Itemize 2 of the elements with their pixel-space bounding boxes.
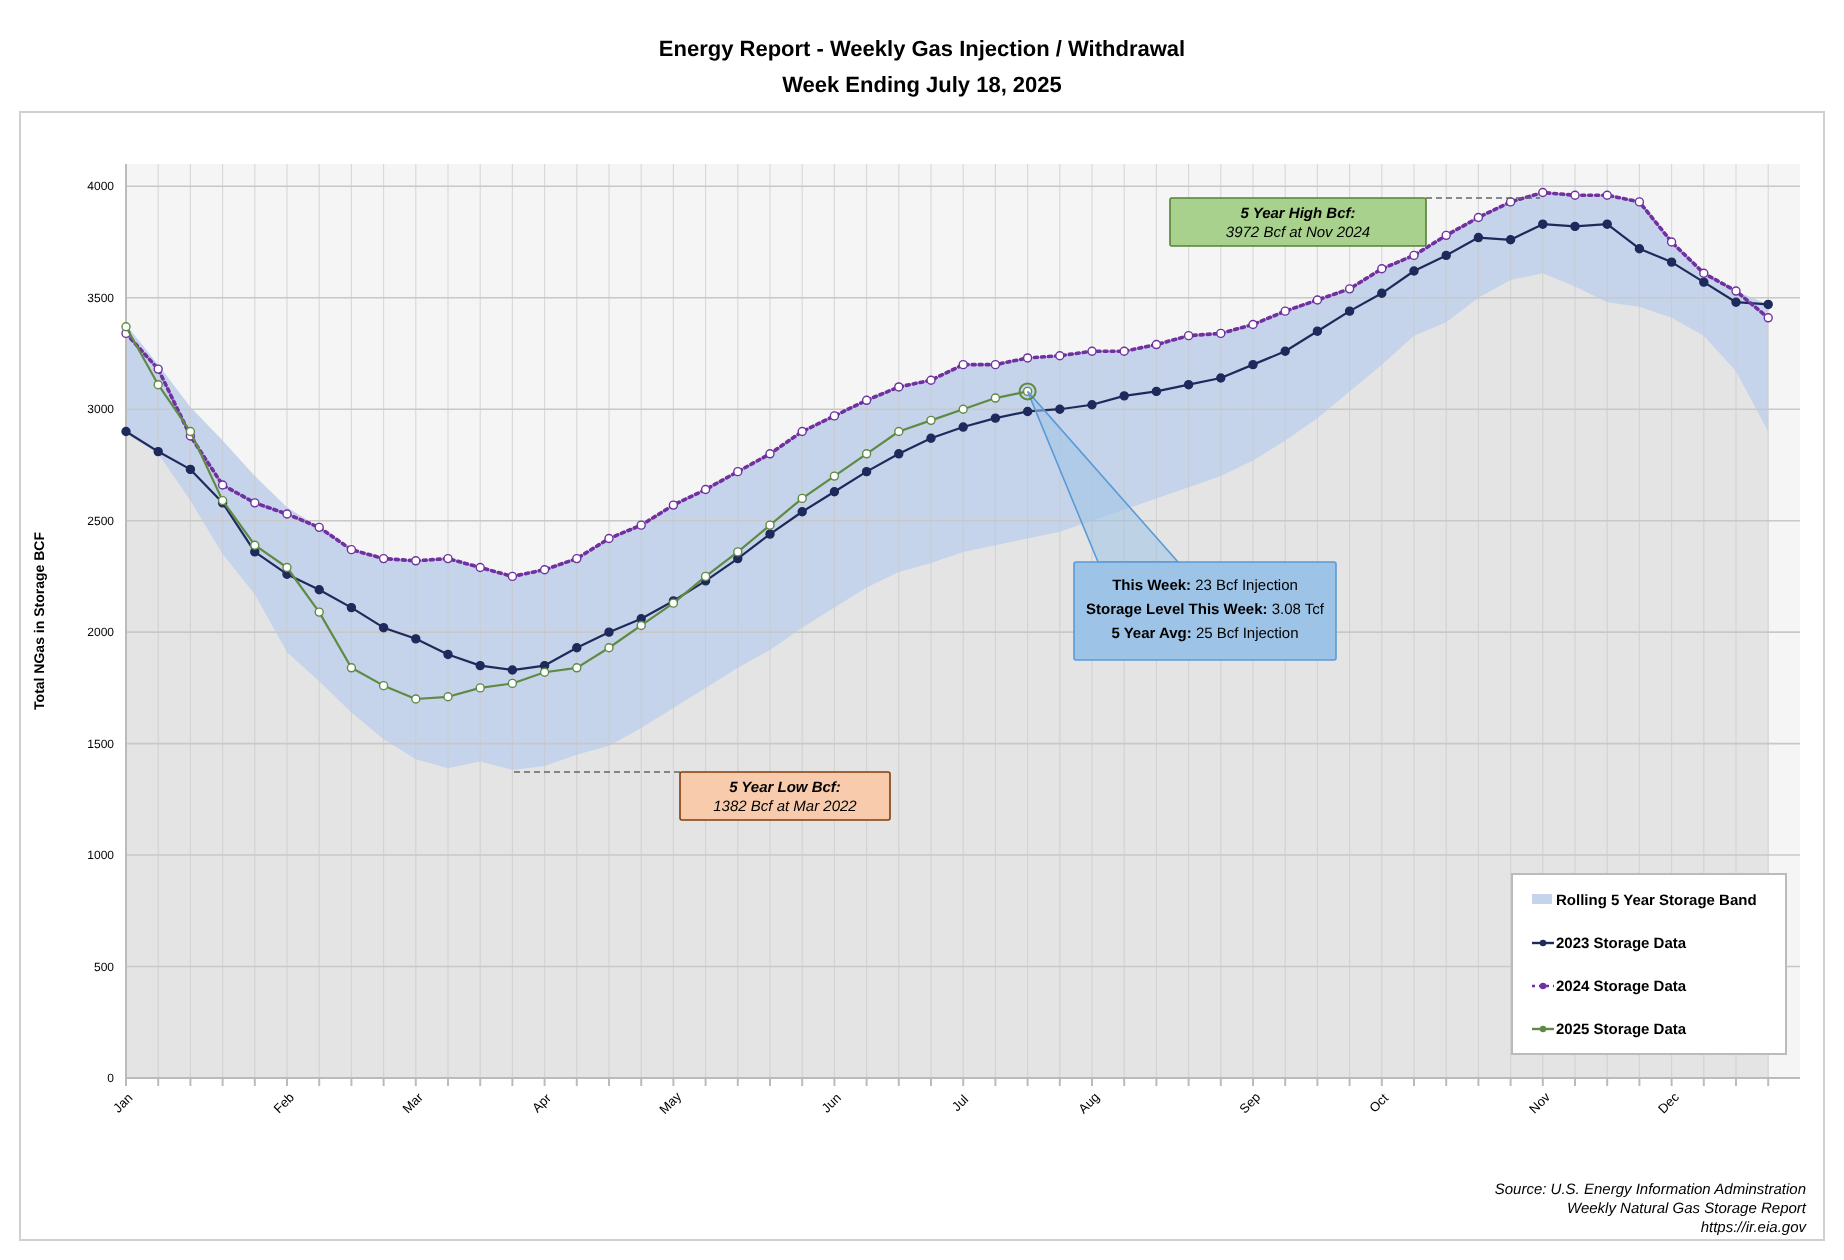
- chart-subtitle: Week Ending July 18, 2025: [782, 74, 1062, 98]
- chart-title: Energy Report - Weekly Gas Injection / Withdrawal: [658, 38, 1186, 62]
